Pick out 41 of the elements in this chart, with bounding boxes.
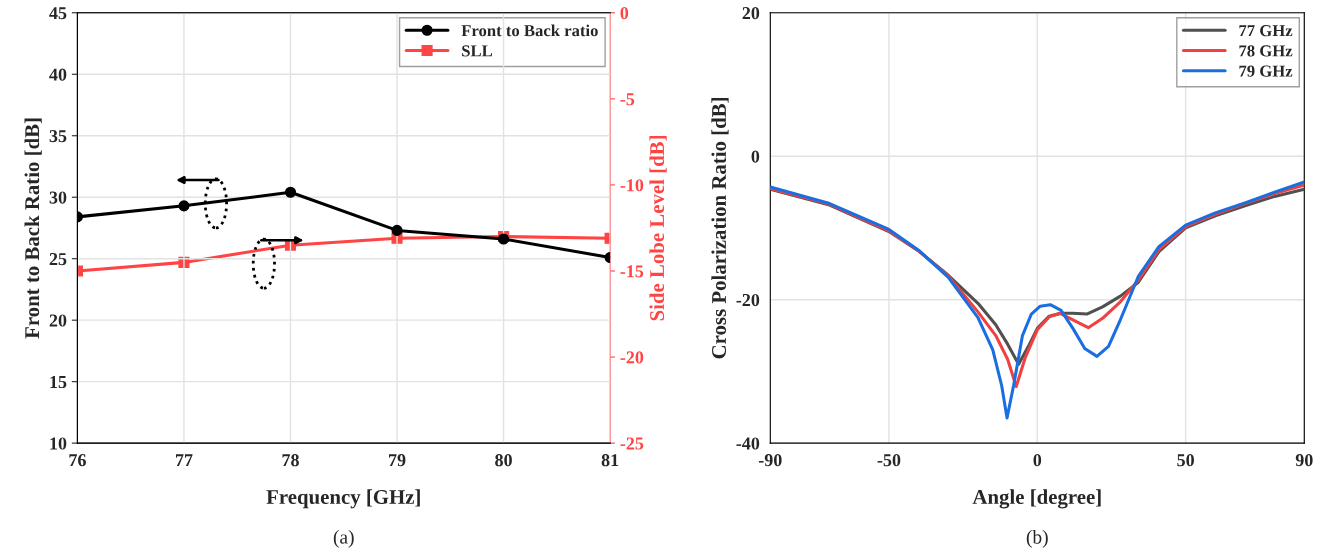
x-tick-label: 79: [389, 454, 406, 467]
y-tick-label: 15: [50, 376, 67, 389]
y-tick-label: 25: [49, 253, 67, 266]
text: (b): [1026, 530, 1048, 548]
legend-label: 78 GHz: [1239, 45, 1293, 57]
text: (a): [333, 530, 354, 548]
y-tick-label: 30: [49, 191, 67, 204]
x-tick-label: 80: [495, 454, 512, 467]
y2-tick-label: -15: [620, 265, 644, 278]
legend-label: 77 GHz: [1239, 25, 1293, 37]
y-tick-label: 20: [742, 7, 760, 20]
y2-tick-label: -25: [620, 437, 644, 450]
y2-tick-label: -10: [620, 179, 644, 192]
y-tick-label: 10: [50, 437, 67, 450]
x-tick-label: 77: [175, 454, 193, 467]
legend-label: SLL: [462, 45, 493, 57]
y-tick-label: 20: [49, 314, 67, 327]
y2-tick-label: -20: [620, 351, 644, 364]
y-tick-label: 45: [49, 7, 67, 20]
y-tick-label: -40: [736, 437, 760, 450]
x-tick-label: -50: [877, 454, 901, 467]
x-tick-label: 90: [1295, 454, 1313, 467]
y-axis-title: Cross Polarization Ratio [dB]: [711, 98, 729, 359]
y2-axis-title: Side Lobe Level [dB]: [649, 136, 667, 321]
x-tick-label: 81: [601, 454, 619, 467]
y-tick-label: -20: [736, 293, 760, 307]
y2-tick-label: 0: [620, 7, 629, 20]
legend-label: 79 GHz: [1239, 65, 1293, 77]
x-tick-label: 76: [69, 454, 86, 467]
x-tick-label: 0: [1033, 454, 1042, 467]
y-tick-label: 35: [49, 130, 67, 143]
legend-label: Front to Back ratio: [461, 24, 598, 37]
y-tick-label: 0: [751, 150, 760, 163]
y-tick-label: 40: [49, 68, 67, 81]
x-axis-title: Frequency [GHz]: [266, 489, 420, 509]
x-axis-title: Angle [degree]: [972, 489, 1101, 509]
x-tick-label: 50: [1177, 454, 1194, 467]
x-tick-label: 78: [282, 454, 299, 467]
y-axis-title: Front to Back Ratio [dB]: [24, 118, 42, 339]
x-tick-label: -90: [758, 454, 782, 467]
y2-tick-label: -5: [620, 93, 635, 106]
